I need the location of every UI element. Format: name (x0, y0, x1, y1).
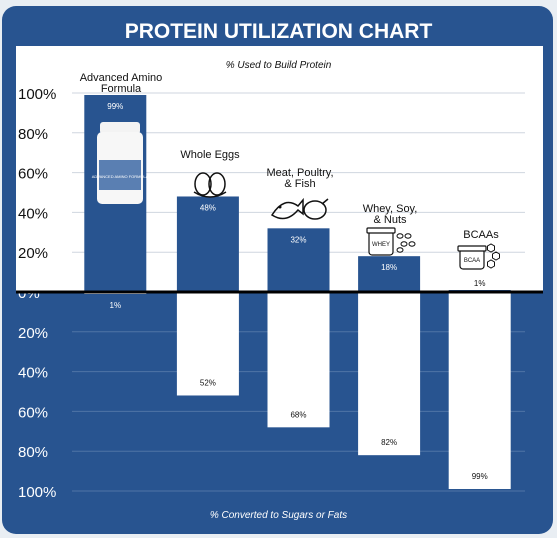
nut-0 (396, 233, 404, 239)
value-label-up-0: 99% (107, 102, 123, 111)
nut-2 (400, 241, 408, 247)
hexagon-0 (487, 243, 495, 253)
tick-label-2: 60% (18, 166, 48, 183)
bottle-label-band (99, 160, 141, 190)
tick-label-1: 80% (18, 126, 48, 143)
bcaa-jar-icon: BCAA (457, 243, 500, 270)
category-label-1-line-0: Whole Eggs (180, 149, 240, 161)
fish-poultry-icon (270, 197, 329, 220)
value-label-down-4: 99% (472, 472, 488, 481)
supplement-bottle-icon: ADVANCED AMINO FORMULA (92, 122, 149, 204)
nut-3 (408, 241, 416, 247)
tick-label-9: 80% (18, 444, 48, 461)
tick-label-0: 100% (18, 86, 56, 103)
bottom-axis-label: % Converted to Sugars or Fats (210, 510, 347, 521)
bar-up-3 (358, 256, 421, 292)
value-label-up-2: 32% (290, 235, 306, 244)
category-label-2-line-1: & Fish (284, 178, 315, 190)
fish-eye (278, 205, 282, 209)
bcaa-jar-label: BCAA (464, 258, 480, 264)
tick-label-7: 40% (18, 365, 48, 382)
whey-jar-nuts-icon: WHEY (366, 227, 416, 256)
value-label-down-0: 1% (110, 301, 122, 310)
egg-base (193, 191, 227, 198)
bar-down-4 (448, 292, 511, 490)
tick-label-8: 60% (18, 404, 48, 421)
value-label-down-2: 68% (290, 410, 306, 419)
egg-right (208, 172, 226, 196)
poultry-bone (321, 198, 329, 205)
tick-label-4: 20% (18, 245, 48, 262)
bar-down-3 (358, 292, 421, 456)
tick-label-6: 20% (18, 325, 48, 342)
category-label-4-line-0: BCAAs (463, 229, 499, 241)
category-label-3-line-1: & Nuts (373, 214, 407, 226)
whey-jar-label: WHEY (372, 242, 390, 248)
tick-label-10: 100% (18, 484, 56, 501)
category-label-2-line-0: Meat, Poultry, (266, 167, 333, 179)
top-axis-label: % Used to Build Protein (226, 60, 332, 71)
category-label-0-line-0: Advanced Amino (80, 72, 163, 84)
value-label-down-1: 52% (200, 378, 216, 387)
whey-jar-lid (366, 227, 396, 234)
tick-label-3: 40% (18, 205, 48, 222)
value-label-up-4: 1% (474, 279, 486, 288)
bar-up-2 (267, 228, 330, 292)
category-label-0-line-1: Formula (101, 83, 142, 95)
value-label-up-1: 48% (200, 203, 216, 212)
poultry-shape (303, 200, 327, 220)
hexagon-2 (487, 259, 495, 269)
bottle-label-text: ADVANCED AMINO FORMULA (92, 174, 149, 179)
chart-title: PROTEIN UTILIZATION CHART (125, 20, 433, 43)
bar-down-1 (176, 292, 239, 396)
bcaa-jar-lid (457, 245, 487, 252)
nut-1 (404, 233, 412, 239)
fish-shape (270, 197, 304, 220)
nut-4 (396, 247, 404, 253)
bottle-cap (100, 122, 140, 134)
bar-up-1 (176, 196, 239, 292)
value-label-down-3: 82% (381, 438, 397, 447)
bar-down-2 (267, 292, 330, 428)
category-label-3-line-0: Whey, Soy, (363, 203, 418, 215)
hexagon-1 (492, 251, 500, 261)
egg-left (194, 172, 212, 196)
eggs-icon (193, 172, 227, 198)
value-label-up-3: 18% (381, 263, 397, 272)
